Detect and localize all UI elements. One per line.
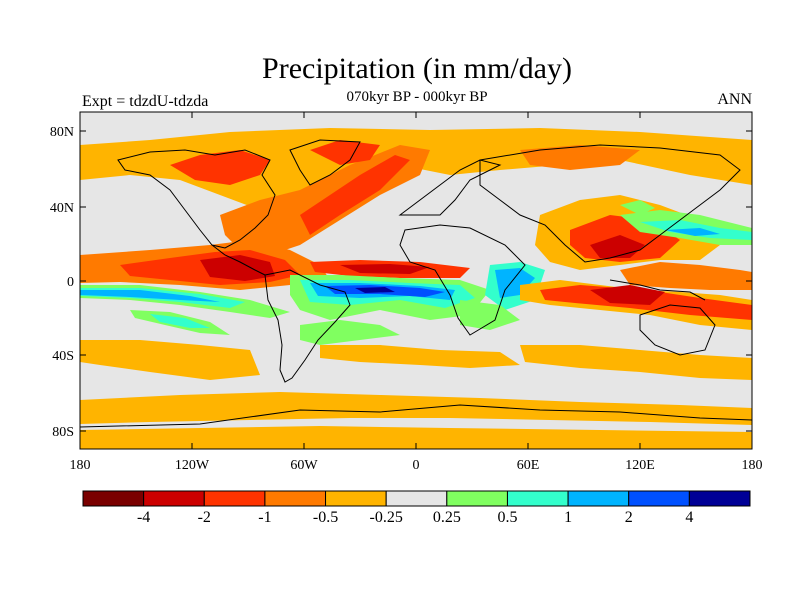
map-title: Precipitation (in mm/day) [262, 52, 572, 85]
coast-indonesia [609, 279, 706, 301]
lat-label: 0 [67, 275, 74, 290]
colorbar-swatch [506, 490, 569, 507]
colorbar-label: -2 [198, 509, 211, 526]
field-spcz-cyan [150, 314, 210, 328]
coast-antarctica [80, 404, 752, 428]
field-pacific-lightblue [80, 290, 220, 302]
lon-label: 60E [517, 458, 540, 473]
field-indo-darkred [590, 285, 665, 305]
field-greenland-red [310, 140, 380, 165]
lon-label: 180 [70, 458, 91, 473]
field-indian-ocean-green [460, 300, 520, 330]
coast-north-america [117, 149, 276, 249]
colorbar-swatch [567, 490, 630, 507]
colorbar: -4 -2 -1 -0.5 -0.25 0.25 0.5 1 2 4 [82, 490, 751, 526]
colorbar-label: 4 [685, 509, 693, 526]
lat-label: 40S [52, 349, 74, 364]
field-canada-red [170, 150, 270, 185]
field-atlantic-itcz-darkred [340, 264, 430, 274]
colorbar-swatch [688, 490, 751, 507]
lon-label: 120W [175, 458, 210, 473]
colorbar-swatch [446, 490, 508, 507]
longitude-axis: 180 120W 60W 0 60E 120E 180 [70, 112, 763, 473]
lat-label: 80N [50, 125, 74, 140]
colorbar-label: 0.5 [497, 509, 517, 526]
field-pacific-itcz-darkred [200, 255, 275, 281]
lon-label: 180 [742, 458, 763, 473]
field-nw-pacific-blue [665, 228, 720, 236]
field-siberia-orange [520, 145, 640, 170]
lat-label: 40N [50, 201, 74, 216]
field-south-atlantic-orange [320, 345, 520, 368]
colorbar-label: -1 [258, 509, 271, 526]
colorbar-swatch [385, 490, 448, 507]
lon-label: 120E [625, 458, 655, 473]
field-south-atlantic-green [300, 320, 400, 345]
lat-label: 80S [52, 425, 74, 440]
coast-asia [479, 144, 741, 263]
coast-africa [399, 224, 526, 336]
experiment-label: Expt = tdzdU-tdzda [82, 93, 209, 110]
colorbar-swatch [628, 490, 690, 507]
colorbar-swatch [82, 490, 145, 507]
latitude-axis: 80N 40N 0 40S 80S [50, 125, 752, 440]
field-china-green [620, 200, 655, 215]
field-pacific-warmpool-orange [620, 262, 752, 290]
field-south-indian-orange [520, 345, 752, 380]
coast-australia [639, 304, 716, 356]
colorbar-swatch [143, 490, 205, 507]
colorbar-label: -4 [137, 509, 150, 526]
colorbar-swatch [203, 490, 266, 507]
coast-greenland [289, 139, 361, 186]
field-antarctic-orange [80, 426, 752, 449]
lon-label: 60W [290, 458, 318, 473]
colorbar-label: 1 [564, 509, 572, 526]
colorbar-label: -0.5 [313, 509, 338, 526]
field-south-pacific-orange [80, 340, 260, 380]
colorbar-label: -0.25 [370, 509, 403, 526]
coast-south-america [264, 269, 351, 383]
season-label: ANN [717, 91, 752, 108]
colorbar-label: 2 [625, 509, 633, 526]
coast-central-america [211, 244, 266, 276]
colorbar-swatch [325, 490, 387, 507]
field-samerica-navy [355, 287, 395, 293]
coastlines [80, 139, 752, 428]
field-north-atlantic-red [300, 155, 410, 235]
colorbar-swatch [264, 490, 327, 507]
coast-europe [398, 159, 502, 216]
precipitation-fields [80, 128, 752, 449]
colorbar-label: 0.25 [433, 509, 461, 526]
map-subtitle: 070kyr BP - 000kyr BP [346, 89, 488, 105]
lon-label: 0 [413, 458, 420, 473]
